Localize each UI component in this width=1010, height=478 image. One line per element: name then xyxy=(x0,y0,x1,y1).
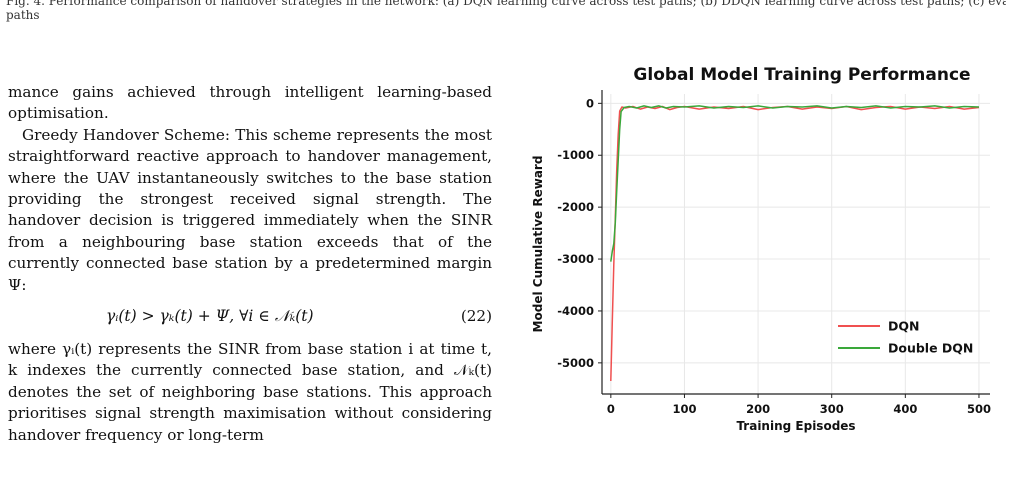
x-axis-label: Training Episodes xyxy=(736,419,855,433)
chart-series xyxy=(610,105,980,382)
y-axis-label: Model Cumulative Reward xyxy=(531,156,545,333)
x-tick-label: 400 xyxy=(893,402,917,416)
body-text-column: mance gains achieved through intelligent… xyxy=(8,82,492,446)
x-tick-label: 300 xyxy=(820,402,844,416)
chart-legend: DQN Double DQN xyxy=(838,319,973,356)
chart-title: Global Model Training Performance xyxy=(633,65,970,85)
figure-caption: Fig. 4. Performance comparison of handov… xyxy=(6,0,1006,8)
x-tick-label: 200 xyxy=(746,402,770,416)
paragraph-definitions: where γᵢ(t) represents the SINR from bas… xyxy=(8,340,492,444)
y-tick-label: -5000 xyxy=(557,356,594,370)
paragraph-greedy-scheme: Greedy Handover Scheme: This scheme repr… xyxy=(8,125,492,294)
y-tick-label: -3000 xyxy=(557,252,594,266)
legend-label-dqn: DQN xyxy=(888,319,919,334)
training-performance-chart: Global Model Training Performance 0 100 20… xyxy=(530,58,1000,448)
y-tick-label: -1000 xyxy=(557,148,594,162)
series-line-double-dqn xyxy=(610,105,980,262)
paragraph-intro: mance gains achieved through intelligent… xyxy=(8,83,492,123)
equation-22: γᵢ(t) > γₖ(t) + Ψ, ∀i ∈ 𝒩ₖ(t) (22) xyxy=(8,305,492,329)
y-tick-labels: 0 -1000 -2000 -3000 -4000 -5000 xyxy=(557,96,602,370)
y-tick-label: -2000 xyxy=(557,200,594,214)
x-tick-label: 100 xyxy=(672,402,696,416)
y-tick-label: -4000 xyxy=(557,304,594,318)
figure-caption-continuation: paths xyxy=(6,8,40,22)
x-tick-labels: 0 100 200 300 400 500 xyxy=(607,394,991,416)
x-tick-label: 0 xyxy=(607,402,615,416)
equation-expression: γᵢ(t) > γₖ(t) + Ψ, ∀i ∈ 𝒩ₖ(t) xyxy=(106,307,314,326)
legend-label-double-dqn: Double DQN xyxy=(888,341,973,356)
series-line-dqn xyxy=(610,105,980,382)
chart-grid xyxy=(602,94,990,394)
chart-svg: Global Model Training Performance 0 100 20… xyxy=(531,65,991,433)
y-tick-label: 0 xyxy=(586,96,594,110)
equation-number: (22) xyxy=(460,307,492,326)
x-tick-label: 500 xyxy=(967,402,991,416)
chart-axes xyxy=(601,90,990,395)
